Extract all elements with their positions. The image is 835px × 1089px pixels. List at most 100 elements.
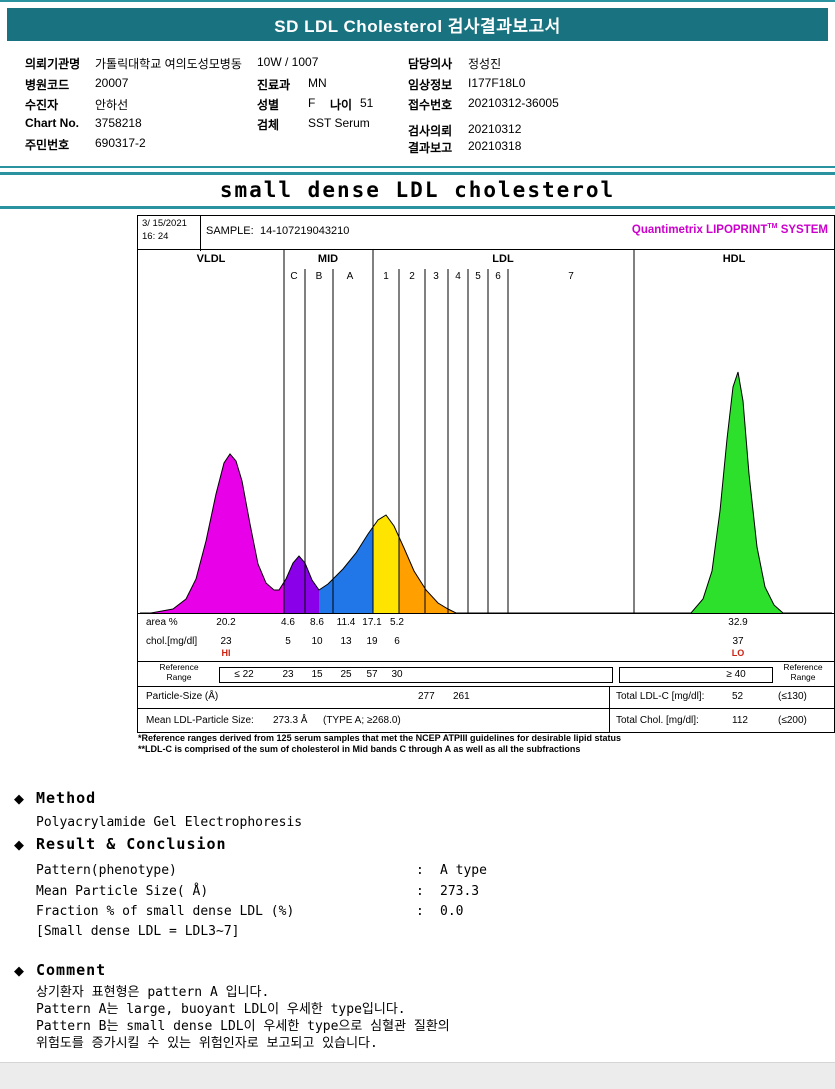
band-5: 5 <box>473 271 483 282</box>
ward-value: 10W / 1007 <box>257 55 319 69</box>
comment-line: Pattern A는 large, buoyant LDL이 우세한 type입… <box>36 1002 406 1017</box>
area-percent-row: area % 20.2 4.6 8.6 11.4 17.1 5.2 32.9 <box>138 613 834 634</box>
chol-mid-a: 13 <box>340 636 352 647</box>
particle-size-1: 277 <box>418 691 435 702</box>
receipt-value: 20210312-36005 <box>468 96 559 110</box>
bottom-divider <box>609 686 610 732</box>
divider-rule-3 <box>0 206 835 209</box>
particle-size-row: Particle-Size (Å) 277 261 Total LDL-C [m… <box>138 686 834 709</box>
comment-bullet-icon: ◆ <box>14 963 24 978</box>
reference-range-label-right: Reference Range <box>783 662 823 682</box>
ref-ldl2: 30 <box>391 669 403 680</box>
area-mid-b: 8.6 <box>310 617 324 628</box>
chol-mid-b: 10 <box>311 636 323 647</box>
comment-line: Pattern B는 small dense LDL이 우세한 type으로 심… <box>36 1019 450 1034</box>
rrn-value: 690317-2 <box>95 136 146 150</box>
req-org-value: 가톨릭대학교 여의도성모병동 <box>95 57 242 71</box>
total-ldl-ref: (≤130) <box>778 691 807 702</box>
comment-title: Comment <box>36 961 107 979</box>
reference-box-main <box>219 667 613 683</box>
chol-hdl: 37 <box>732 636 744 647</box>
result-row-value: 273.3 <box>440 884 480 899</box>
area-hdl: 32.9 <box>728 617 748 628</box>
result-row-colon: : <box>416 863 424 878</box>
total-ldl-label: Total LDL-C [mg/dl]: <box>616 691 705 702</box>
method-title: Method <box>36 789 97 807</box>
ref-vldl: ≤ 22 <box>234 669 254 680</box>
mean-size-label: Mean LDL-Particle Size: <box>146 715 254 726</box>
document-title: small dense LDL cholesterol <box>219 178 616 202</box>
result-row-label: Mean Particle Size( Å) <box>36 884 209 899</box>
reference-range-row: Reference Range ≤ 22 23 15 25 57 30 ≥ 40… <box>138 661 834 687</box>
patient-label: 수진자 <box>25 98 59 112</box>
result-row-colon: : <box>416 904 424 919</box>
sex-label: 성별 <box>257 98 280 112</box>
section-vldl: VLDL <box>193 253 229 265</box>
brand-main: Quantimetrix LIPOPRINT <box>631 223 768 236</box>
result-row-label: Pattern(phenotype) <box>36 863 177 878</box>
ref-mid-c: 23 <box>282 669 294 680</box>
band-3: 3 <box>431 271 441 282</box>
chart-top-row: 3/ 15/2021 16: 24 SAMPLE: 14-10721904321… <box>138 216 834 251</box>
mean-size-value: 273.3 Å <box>273 715 308 726</box>
clinical-value: I177F18L0 <box>468 76 526 90</box>
run-datetime: 3/ 15/2021 16: 24 <box>138 216 201 251</box>
age-value: 51 <box>360 96 374 110</box>
divider-rule-1 <box>0 166 835 168</box>
rrn-label: 주민번호 <box>25 138 70 152</box>
cholesterol-row: chol.[mg/dl] 23 5 10 13 19 6 37 HI LO <box>138 633 834 661</box>
req-org-label: 의뢰기관명 <box>25 57 81 71</box>
request-date: 20210312 <box>468 122 522 136</box>
result-row-label: Fraction % of small dense LDL (%) <box>36 904 295 919</box>
band-2: 2 <box>407 271 417 282</box>
result-row-value: 0.0 <box>440 904 464 919</box>
chol-mid-c: 5 <box>285 636 291 647</box>
dept-label: 진료과 <box>257 78 291 92</box>
hosp-code-value: 20007 <box>95 76 129 90</box>
comment-line: 상기환자 표현형은 pattern A 입니다. <box>36 985 270 1000</box>
ref-mid-a: 25 <box>340 669 352 680</box>
result-bullet-icon: ◆ <box>14 837 24 852</box>
patient-name: 안하선 <box>95 98 129 112</box>
doctor-label: 담당의사 <box>408 57 453 71</box>
area-mid-c: 4.6 <box>281 617 295 628</box>
chart-no-value: 3758218 <box>95 116 142 130</box>
band-b: B <box>313 271 325 282</box>
chol-row-label: chol.[mg/dl] <box>146 636 198 647</box>
total-ldl-value: 52 <box>732 691 744 702</box>
lo-flag: LO <box>731 648 745 658</box>
result-row-colon: : <box>416 884 424 899</box>
hi-flag: HI <box>221 648 231 658</box>
section-ldl: LDL <box>489 253 517 265</box>
footnote-2: **LDL-C is comprised of the sum of chole… <box>138 744 581 755</box>
band-6: 6 <box>493 271 503 282</box>
result-note: [Small dense LDL = LDL3~7] <box>36 924 240 939</box>
reference-range-label-left: Reference Range <box>159 662 199 682</box>
section-hdl: HDL <box>719 253 749 265</box>
method-body: Polyacrylamide Gel Electrophoresis <box>36 815 303 830</box>
total-chol-label: Total Chol. [mg/dl]: <box>616 715 699 726</box>
total-chol-value: 112 <box>732 715 748 726</box>
sex-value: F <box>308 96 316 110</box>
report-title: SD LDL Cholesterol 검사결과보고서 <box>274 17 561 36</box>
total-chol-ref: (≤200) <box>778 715 807 726</box>
mean-size-type: (TYPE A; ≥268.0) <box>323 715 401 726</box>
result-title: Result & Conclusion <box>36 835 227 853</box>
chol-ldl2: 6 <box>394 636 400 647</box>
particle-size-2: 261 <box>453 691 470 702</box>
ref-ldl1: 57 <box>366 669 378 680</box>
band-1: 1 <box>381 271 391 282</box>
sample-id: 14-107219043210 <box>260 225 350 237</box>
top-rule <box>0 0 835 2</box>
doctor-value: 정성진 <box>468 57 502 71</box>
reference-box-hdl <box>619 667 773 683</box>
band-a: A <box>344 271 356 282</box>
brand-suffix: SYSTEM <box>780 223 828 236</box>
brand-tm: TM <box>767 223 778 230</box>
age-label: 나이 <box>330 98 353 112</box>
hosp-code-label: 병원코드 <box>25 78 70 92</box>
ref-hdl: ≥ 40 <box>726 669 746 680</box>
receipt-label: 접수번호 <box>408 98 453 112</box>
mean-particle-row: Mean LDL-Particle Size: 273.3 Å (TYPE A;… <box>138 708 834 733</box>
